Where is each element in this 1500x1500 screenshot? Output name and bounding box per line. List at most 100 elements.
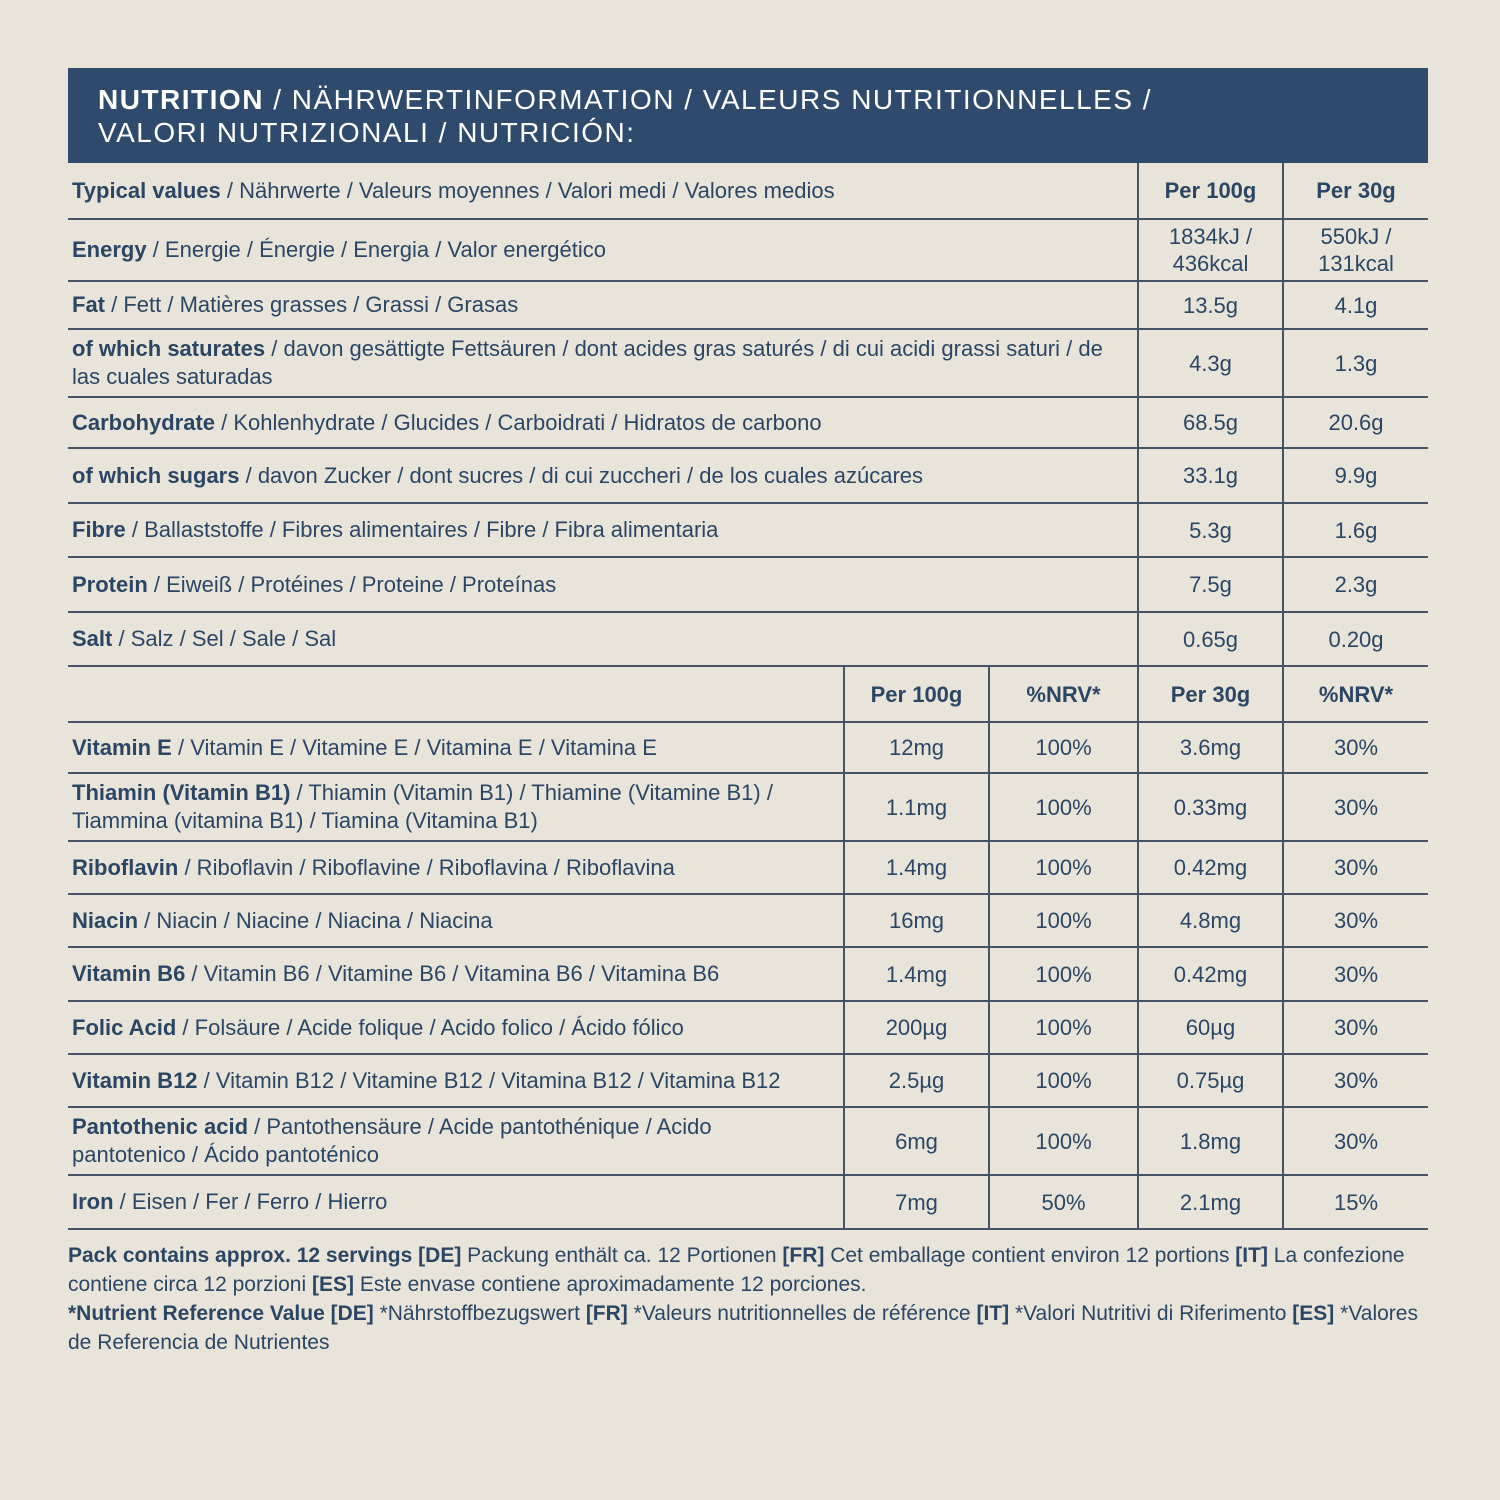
value-per100g: 68.5g (1137, 398, 1282, 447)
row-label: Vitamin E / Vitamin E / Vitamine E / Vit… (72, 734, 657, 760)
table-row-vitamin-b12: Vitamin B12 / Vitamin B12 / Vitamine B12… (68, 1055, 1428, 1108)
table-row-fat: Fat / Fett / Matières grasses / Grassi /… (68, 282, 1428, 330)
header-nrv-100: %NRV* (988, 667, 1137, 721)
banner-title-line1: NUTRITION / NÄHRWERTINFORMATION / VALEUR… (98, 83, 1398, 116)
header-per30g: Per 30g (1282, 163, 1428, 218)
nutrition-banner: NUTRITION / NÄHRWERTINFORMATION / VALEUR… (68, 68, 1428, 163)
value-per30g: 4.1g (1282, 282, 1428, 328)
table-row-energy: Energy / Energie / Énergie / Energia / V… (68, 220, 1428, 282)
banner-title-line2: VALORI NUTRIZIONALI / NUTRICIÓN: (98, 117, 636, 148)
value-per100g: 1.1mg (843, 774, 988, 840)
value-nrv-30: 30% (1282, 1002, 1428, 1053)
value-nrv-30: 15% (1282, 1176, 1428, 1228)
table-row-carbohydrate: Carbohydrate / Kohlenhydrate / Glucides … (68, 398, 1428, 449)
value-per100g: 33.1g (1137, 449, 1282, 502)
row-label: Riboflavin / Riboflavin / Riboflavine / … (72, 854, 675, 880)
table-row-pantothenic-acid: Pantothenic acid / Pantothensäure / Acid… (68, 1108, 1428, 1176)
table-row-saturates: of which saturates / davon gesättigte Fe… (68, 330, 1428, 398)
value-per30g: 0.42mg (1137, 948, 1282, 1000)
header-per30g: Per 30g (1137, 667, 1282, 721)
value-per30g: 0.75µg (1137, 1055, 1282, 1106)
value-nrv-100: 100% (988, 774, 1137, 840)
value-per30g: 2.1mg (1137, 1176, 1282, 1228)
value-per100g: 5.3g (1137, 504, 1282, 556)
value-nrv-100: 100% (988, 842, 1137, 893)
value-per100g: 1834kJ / 436kcal (1137, 220, 1282, 280)
row-label: Pantothenic acid / Pantothensäure / Acid… (72, 1114, 712, 1167)
value-nrv-30: 30% (1282, 723, 1428, 772)
row-label: Energy / Energie / Énergie / Energia / V… (72, 237, 607, 262)
table-row-vitamin-b6: Vitamin B6 / Vitamin B6 / Vitamine B6 / … (68, 948, 1428, 1002)
value-per30g: 2.3g (1282, 558, 1428, 611)
nrv-note: *Nutrient Reference Value [DE] *Nährstof… (68, 1302, 1418, 1354)
value-per100g: 1.4mg (843, 842, 988, 893)
value-per30g: 1.3g (1282, 330, 1428, 396)
servings-note: Pack contains approx. 12 servings [DE] P… (68, 1244, 1405, 1296)
row-label: Thiamin (Vitamin B1) / Thiamin (Vitamin … (72, 780, 773, 833)
value-per100g: 1.4mg (843, 948, 988, 1000)
row-label: Vitamin B12 / Vitamin B12 / Vitamine B12… (72, 1067, 781, 1093)
value-nrv-100: 100% (988, 723, 1137, 772)
value-nrv-30: 30% (1282, 1055, 1428, 1106)
row-label: Carbohydrate / Kohlenhydrate / Glucides … (72, 409, 822, 435)
header-per100g: Per 100g (843, 667, 988, 721)
table-row-protein: Protein / Eiweiß / Protéines / Proteine … (68, 558, 1428, 613)
row-label: Folic Acid / Folsäure / Acide folique / … (72, 1014, 684, 1040)
value-per30g: 1.6g (1282, 504, 1428, 556)
value-per100g: 200µg (843, 1002, 988, 1053)
row-label: Protein / Eiweiß / Protéines / Proteine … (72, 571, 557, 597)
table-row-vitamin-e: Vitamin E / Vitamin E / Vitamine E / Vit… (68, 723, 1428, 774)
table-row-iron: Iron / Eisen / Fer / Ferro / Hierro 7mg … (68, 1176, 1428, 1230)
table-row-sugars: of which sugars / davon Zucker / dont su… (68, 449, 1428, 504)
value-per30g: 4.8mg (1137, 895, 1282, 946)
value-per30g: 0.42mg (1137, 842, 1282, 893)
table-row-salt: Salt / Salz / Sel / Sale / Sal 0.65g 0.2… (68, 613, 1428, 667)
value-nrv-30: 30% (1282, 895, 1428, 946)
value-per30g: 1.8mg (1137, 1108, 1282, 1174)
table-row-fibre: Fibre / Ballaststoffe / Fibres alimentai… (68, 504, 1428, 558)
value-nrv-30: 30% (1282, 774, 1428, 840)
row-label: Salt / Salz / Sel / Sale / Sal (72, 626, 337, 651)
value-per30g: 550kJ / 131kcal (1282, 220, 1428, 280)
value-nrv-30: 30% (1282, 948, 1428, 1000)
value-per100g: 2.5µg (843, 1055, 988, 1106)
row-label: Iron / Eisen / Fer / Ferro / Hierro (72, 1189, 388, 1214)
value-per100g: 13.5g (1137, 282, 1282, 328)
table-row-niacin: Niacin / Niacin / Niacine / Niacina / Ni… (68, 895, 1428, 948)
value-per30g: 20.6g (1282, 398, 1428, 447)
table-row-thiamin: Thiamin (Vitamin B1) / Thiamin (Vitamin … (68, 774, 1428, 842)
value-per30g: 0.33mg (1137, 774, 1282, 840)
banner-title-bold: NUTRITION (98, 84, 264, 115)
row-label: Fibre / Ballaststoffe / Fibres alimentai… (72, 517, 719, 542)
header-nrv-30: %NRV* (1282, 667, 1428, 721)
value-per100g: 7.5g (1137, 558, 1282, 611)
nutrition-label: NUTRITION / NÄHRWERTINFORMATION / VALEUR… (68, 68, 1428, 1357)
row-label: of which saturates / davon gesättigte Fe… (72, 336, 1103, 389)
value-per30g: 0.20g (1282, 613, 1428, 665)
value-per100g: 4.3g (1137, 330, 1282, 396)
row-label: Fat / Fett / Matières grasses / Grassi /… (72, 292, 519, 317)
value-per30g: 3.6mg (1137, 723, 1282, 772)
vitamin-header-row: Per 100g %NRV* Per 30g %NRV* (68, 667, 1428, 723)
row-label: of which sugars / davon Zucker / dont su… (72, 462, 924, 488)
value-per100g: 0.65g (1137, 613, 1282, 665)
value-nrv-100: 100% (988, 1108, 1137, 1174)
row-label: Niacin / Niacin / Niacine / Niacina / Ni… (72, 907, 493, 933)
banner-title-rest: / NÄHRWERTINFORMATION / VALEURS NUTRITIO… (263, 84, 1153, 115)
value-nrv-100: 100% (988, 1002, 1137, 1053)
value-per100g: 12mg (843, 723, 988, 772)
value-nrv-30: 30% (1282, 842, 1428, 893)
value-per100g: 16mg (843, 895, 988, 946)
value-per100g: 6mg (843, 1108, 988, 1174)
value-nrv-100: 50% (988, 1176, 1137, 1228)
value-per100g: 7mg (843, 1176, 988, 1228)
table-header-row: Typical values / Nährwerte / Valeurs moy… (68, 163, 1428, 220)
header-per100g: Per 100g (1137, 163, 1282, 218)
value-nrv-100: 100% (988, 1055, 1137, 1106)
value-nrv-100: 100% (988, 895, 1137, 946)
header-label: Typical values / Nährwerte / Valeurs moy… (72, 177, 835, 203)
header-label-empty (68, 667, 843, 721)
value-nrv-100: 100% (988, 948, 1137, 1000)
table-row-folic-acid: Folic Acid / Folsäure / Acide folique / … (68, 1002, 1428, 1055)
nutrition-table: Typical values / Nährwerte / Valeurs moy… (68, 163, 1428, 1230)
